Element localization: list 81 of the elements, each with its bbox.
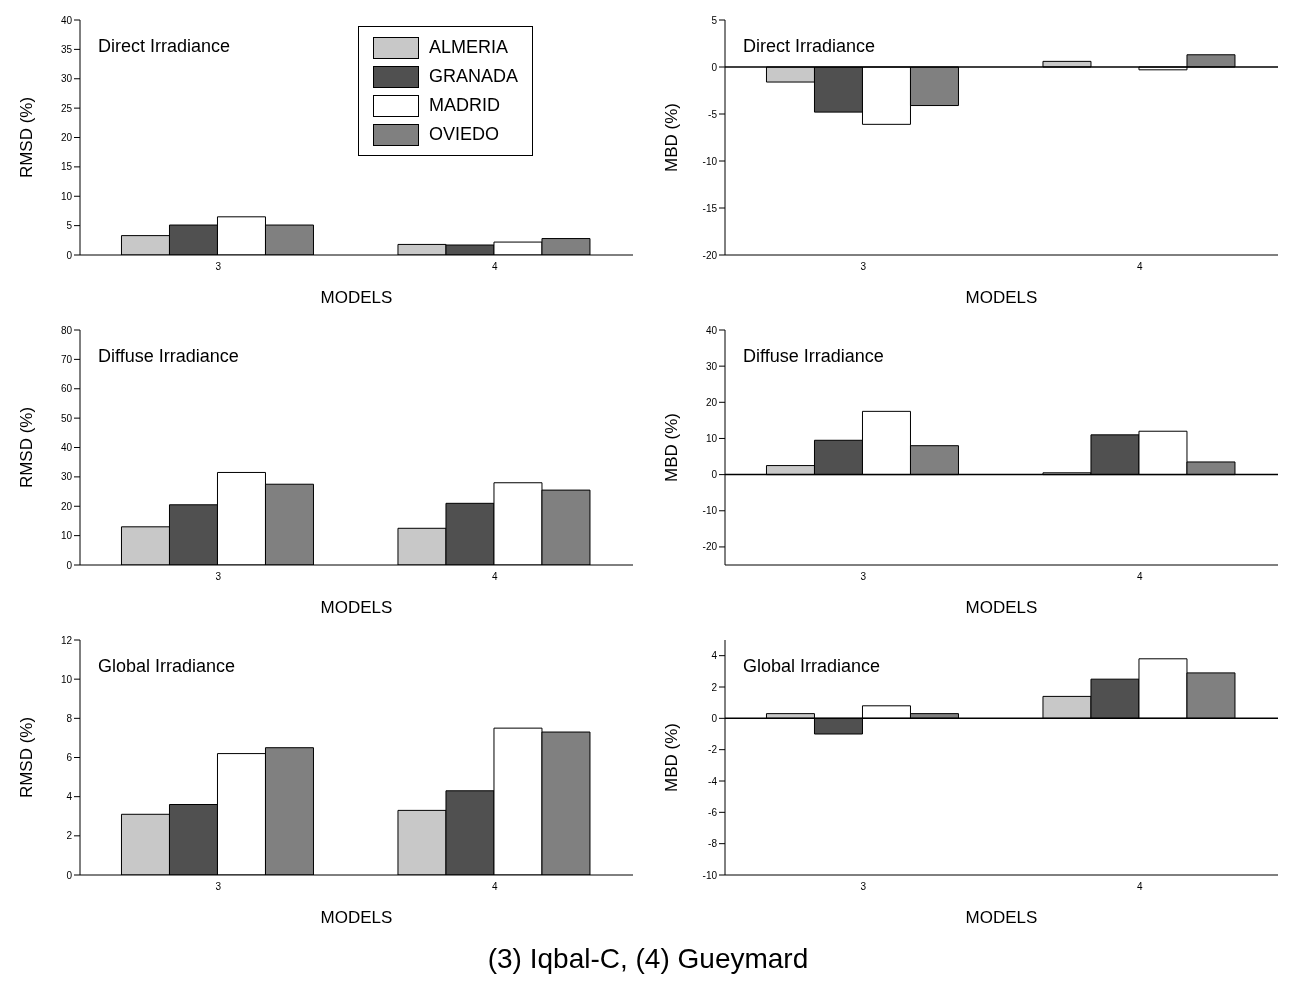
x-axis-title: MODELS — [320, 288, 393, 307]
x-tick-label: 3 — [860, 261, 867, 273]
y-tick-label: 2 — [711, 681, 718, 693]
y-tick-label: 40 — [705, 324, 718, 336]
text: (3) Iqbal-C, (4) Gueymard — [487, 943, 809, 974]
x-axis-title: MODELS — [965, 598, 1038, 617]
y-tick-label: 30 — [705, 360, 718, 372]
y-tick-label: 0 — [66, 249, 73, 261]
x-axis-title: MODELS — [320, 598, 393, 617]
y-tick-label: 70 — [60, 353, 73, 365]
y-tick-label: 12 — [60, 634, 73, 646]
y-tick-label: -10 — [702, 869, 718, 881]
x-tick-label: 3 — [860, 881, 867, 893]
y-tick-label: 35 — [60, 43, 73, 55]
y-tick-label: -20 — [702, 541, 718, 553]
y-tick-label: 8 — [66, 712, 73, 724]
x-tick-label: 4 — [491, 261, 498, 273]
x-tick-label: 4 — [1136, 261, 1143, 273]
y-tick-label: 25 — [60, 102, 73, 114]
x-tick-label: 3 — [215, 261, 222, 273]
text: Diffuse Irradiance — [743, 346, 884, 367]
y-tick-label: 20 — [705, 396, 718, 408]
x-axis-title: MODELS — [965, 908, 1038, 927]
x-tick-label: 4 — [491, 571, 498, 583]
y-axis-title: RMSD (%) — [17, 96, 37, 179]
x-tick-label: 3 — [215, 881, 222, 893]
y-tick-label: -20 — [702, 249, 718, 261]
text: Direct Irradiance — [98, 36, 231, 57]
y-tick-label: 10 — [60, 673, 73, 685]
y-tick-label: -10 — [702, 505, 718, 517]
y-tick-label: 0 — [711, 61, 718, 73]
y-tick-label: 0 — [711, 469, 718, 481]
x-tick-label: 3 — [215, 571, 222, 583]
y-tick-label: 60 — [60, 383, 73, 395]
y-tick-label: -5 — [708, 108, 718, 120]
x-axis-title: MODELS — [965, 288, 1038, 307]
legend-label: OVIEDO — [429, 124, 500, 145]
y-tick-label: 0 — [66, 869, 73, 881]
y-tick-label: 10 — [60, 190, 73, 202]
x-tick-label: 4 — [491, 881, 498, 893]
x-tick-label: 3 — [860, 571, 867, 583]
y-tick-label: -15 — [702, 202, 718, 214]
y-tick-label: -2 — [708, 744, 718, 756]
y-tick-label: 40 — [60, 442, 73, 454]
y-axis-title: MBD (%) — [662, 103, 682, 172]
y-tick-label: 4 — [711, 650, 718, 662]
y-tick-label: -4 — [708, 775, 718, 787]
y-tick-label: 0 — [66, 559, 73, 571]
text: Global Irradiance — [743, 656, 881, 677]
y-tick-label: 20 — [60, 500, 73, 512]
x-tick-label: 4 — [1136, 881, 1143, 893]
y-axis-title: MBD (%) — [662, 413, 682, 482]
y-tick-label: 50 — [60, 412, 73, 424]
y-tick-label: 80 — [60, 324, 73, 336]
x-axis-title: MODELS — [320, 908, 393, 927]
y-axis-title: RMSD (%) — [17, 406, 37, 489]
text: Diffuse Irradiance — [98, 346, 239, 367]
y-tick-label: 5 — [66, 220, 73, 232]
y-tick-label: -8 — [708, 838, 718, 850]
legend-label: GRANADA — [429, 66, 519, 87]
y-tick-label: 5 — [711, 14, 718, 26]
y-tick-label: 10 — [60, 530, 73, 542]
y-tick-label: -6 — [708, 806, 718, 818]
text: Global Irradiance — [98, 656, 236, 677]
y-tick-label: 2 — [66, 830, 73, 842]
y-tick-label: 4 — [66, 791, 73, 803]
y-tick-label: 30 — [60, 471, 73, 483]
y-tick-label: 20 — [60, 132, 73, 144]
y-tick-label: -10 — [702, 155, 718, 167]
y-tick-label: 15 — [60, 161, 73, 173]
y-tick-label: 30 — [60, 73, 73, 85]
y-tick-label: 10 — [705, 433, 718, 445]
y-axis-title: RMSD (%) — [17, 716, 37, 799]
y-tick-label: 0 — [711, 712, 718, 724]
text: Direct Irradiance — [743, 36, 876, 57]
legend-label: MADRID — [429, 95, 500, 116]
y-tick-label: 6 — [66, 752, 73, 764]
y-tick-label: 40 — [60, 14, 73, 26]
legend-label: ALMERIA — [429, 37, 509, 58]
x-tick-label: 4 — [1136, 571, 1143, 583]
y-axis-title: MBD (%) — [662, 723, 682, 792]
